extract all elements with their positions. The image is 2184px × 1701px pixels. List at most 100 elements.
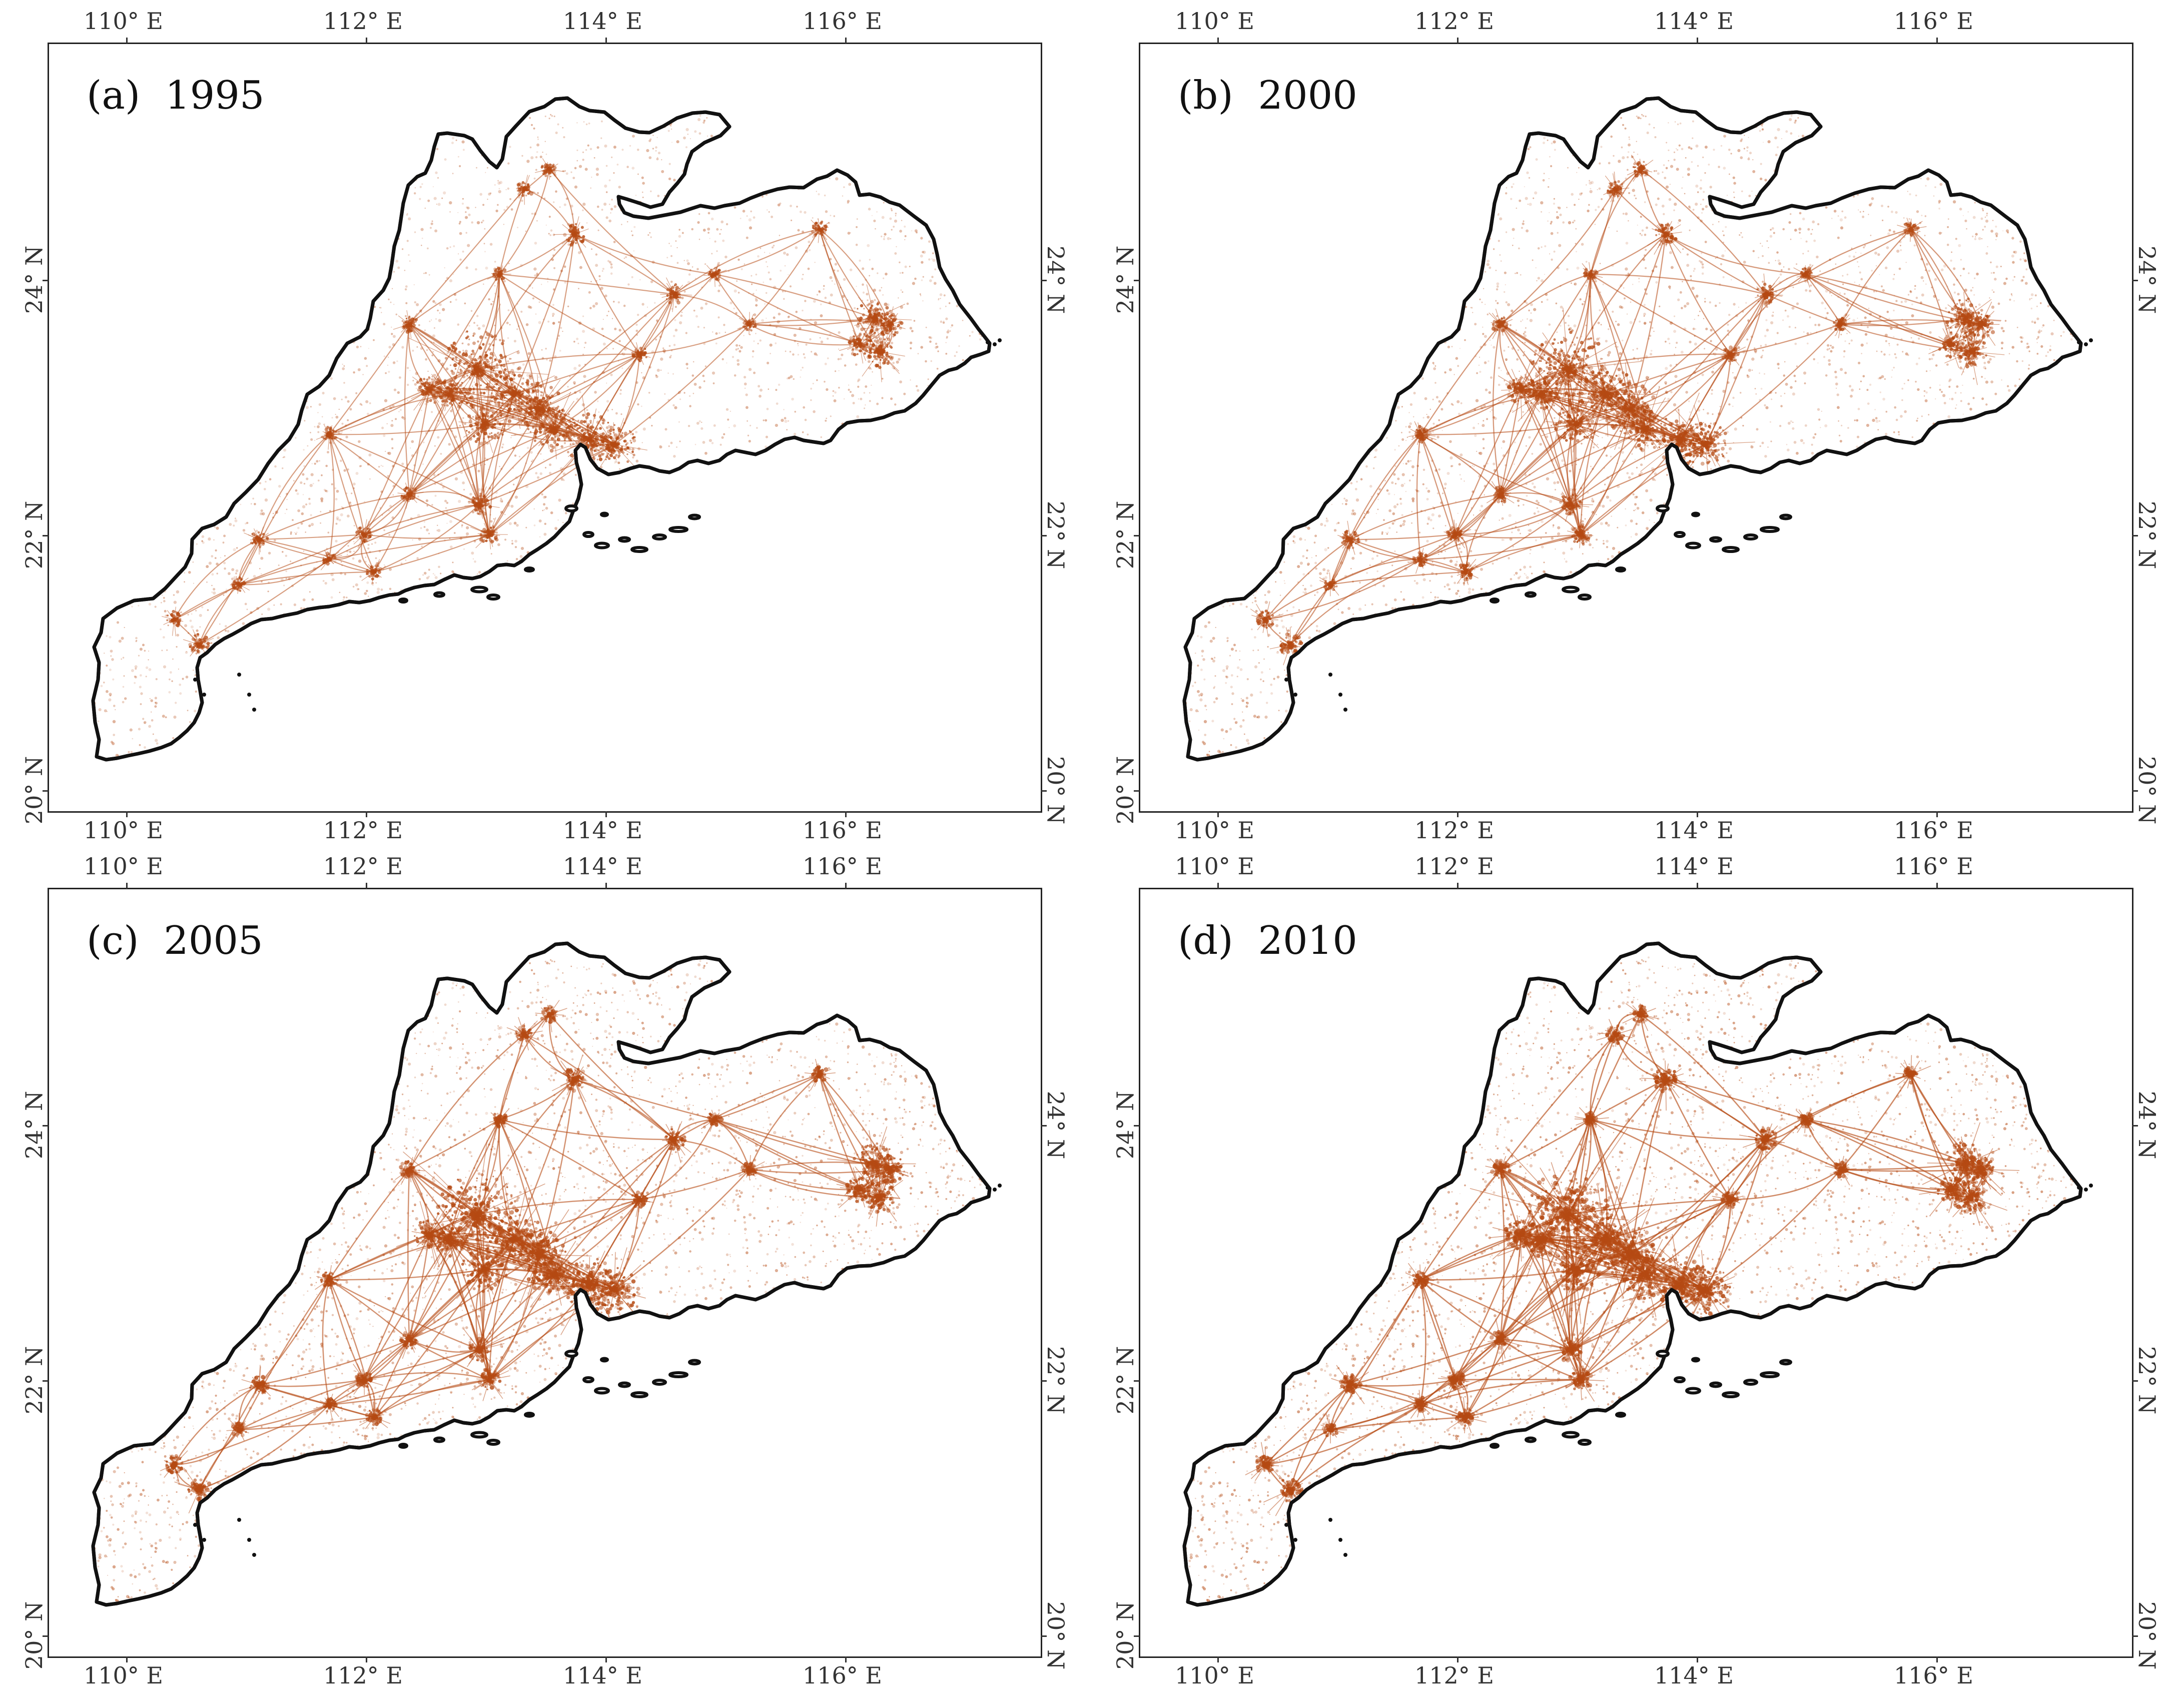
urban-cluster-dot bbox=[475, 414, 478, 417]
urban-dot bbox=[911, 330, 914, 332]
urban-dot bbox=[833, 215, 836, 217]
urban-dot bbox=[678, 391, 681, 394]
urban-dot bbox=[189, 721, 191, 723]
road-trace bbox=[408, 388, 430, 495]
urban-dot bbox=[599, 279, 601, 280]
urban-dot bbox=[537, 136, 539, 138]
urban-cluster-dot bbox=[521, 419, 524, 422]
urban-dot bbox=[678, 235, 681, 238]
urban-dot bbox=[670, 349, 673, 352]
urban-cluster-dot bbox=[578, 426, 581, 429]
urban-dot bbox=[567, 223, 570, 226]
urban-dot bbox=[382, 408, 385, 411]
urban-dot bbox=[449, 301, 452, 303]
urban-cluster-dot bbox=[887, 342, 890, 344]
urban-dot bbox=[810, 387, 813, 390]
urban-dot bbox=[604, 294, 607, 298]
urban-dot bbox=[716, 228, 719, 231]
road-trace bbox=[538, 293, 675, 410]
urban-cluster-dot bbox=[853, 353, 857, 356]
urban-dot bbox=[584, 341, 587, 344]
urban-dot bbox=[896, 246, 897, 248]
urban-dot bbox=[753, 216, 756, 219]
urban-cluster-dot bbox=[489, 334, 493, 337]
urban-dot bbox=[542, 152, 543, 153]
urban-dot bbox=[541, 284, 542, 285]
urban-dot bbox=[267, 591, 269, 593]
urban-cluster-dot bbox=[453, 363, 457, 367]
urban-dot bbox=[532, 426, 535, 429]
urban-cluster-dot bbox=[518, 417, 522, 421]
urban-dot bbox=[593, 381, 595, 383]
urban-dot bbox=[357, 368, 361, 371]
urban-dot bbox=[208, 537, 211, 541]
urban-cluster-dot bbox=[426, 378, 429, 381]
urban-dot bbox=[825, 419, 827, 422]
urban-dot bbox=[265, 480, 267, 483]
urban-cluster-dot bbox=[489, 414, 494, 419]
urban-dot bbox=[334, 561, 336, 562]
urban-dot bbox=[668, 243, 670, 244]
urban-dot bbox=[697, 118, 701, 121]
urban-cluster-dot bbox=[459, 388, 462, 391]
urban-cluster-dot bbox=[457, 371, 459, 374]
urban-dot bbox=[335, 415, 339, 419]
urban-dot bbox=[305, 406, 309, 409]
urban-dot bbox=[834, 283, 836, 285]
urban-dot bbox=[757, 343, 759, 345]
urban-dot bbox=[946, 330, 950, 334]
urban-cluster-dot bbox=[471, 406, 474, 409]
urban-dot bbox=[296, 492, 299, 495]
road-trace bbox=[819, 228, 861, 345]
urban-dot bbox=[156, 742, 159, 745]
urban-dot bbox=[549, 359, 552, 362]
urban-dot bbox=[851, 394, 855, 397]
urban-dot bbox=[635, 459, 639, 463]
urban-dot bbox=[763, 281, 765, 283]
urban-dot bbox=[214, 526, 216, 528]
urban-dot bbox=[283, 448, 287, 452]
urban-dot bbox=[928, 258, 931, 261]
urban-dot bbox=[618, 186, 621, 189]
urban-dot bbox=[333, 510, 335, 512]
urban-dot bbox=[320, 497, 324, 501]
urban-dot bbox=[220, 557, 222, 558]
urban-dot bbox=[459, 221, 461, 223]
urban-dot bbox=[829, 258, 832, 261]
urban-cluster-dot bbox=[527, 406, 532, 410]
urban-dot bbox=[812, 236, 814, 238]
urban-dot bbox=[134, 682, 136, 684]
urban-dot bbox=[513, 340, 516, 343]
urban-dot bbox=[304, 420, 306, 422]
urban-dot bbox=[502, 426, 504, 428]
urban-dot bbox=[657, 195, 660, 197]
urban-dot bbox=[670, 255, 672, 257]
urban-dot bbox=[748, 218, 752, 222]
urban-dot bbox=[765, 435, 769, 438]
road-trace bbox=[328, 388, 430, 435]
urban-dot bbox=[695, 315, 698, 318]
urban-dot bbox=[895, 215, 897, 217]
urban-dot bbox=[339, 438, 342, 441]
urban-dot bbox=[301, 512, 304, 515]
urban-dot bbox=[838, 331, 841, 334]
urban-dot bbox=[663, 195, 665, 197]
road-trace bbox=[238, 571, 375, 586]
urban-cluster-dot bbox=[443, 381, 447, 384]
urban-dot bbox=[504, 538, 507, 541]
urban-cluster-dot bbox=[589, 422, 592, 424]
urban-dot bbox=[661, 170, 664, 173]
urban-dot bbox=[507, 309, 510, 311]
urban-dot bbox=[548, 216, 551, 218]
urban-dot bbox=[573, 367, 577, 370]
urban-dot bbox=[790, 285, 792, 288]
urban-dot bbox=[569, 375, 571, 377]
urban-dot bbox=[382, 514, 383, 516]
urban-cluster-dot bbox=[441, 400, 444, 403]
urban-dot bbox=[794, 410, 797, 413]
urban-dot bbox=[184, 572, 185, 574]
urban-dot bbox=[383, 323, 386, 326]
road-trace bbox=[819, 228, 891, 325]
urban-dot bbox=[934, 268, 937, 271]
urban-dot bbox=[310, 514, 312, 516]
